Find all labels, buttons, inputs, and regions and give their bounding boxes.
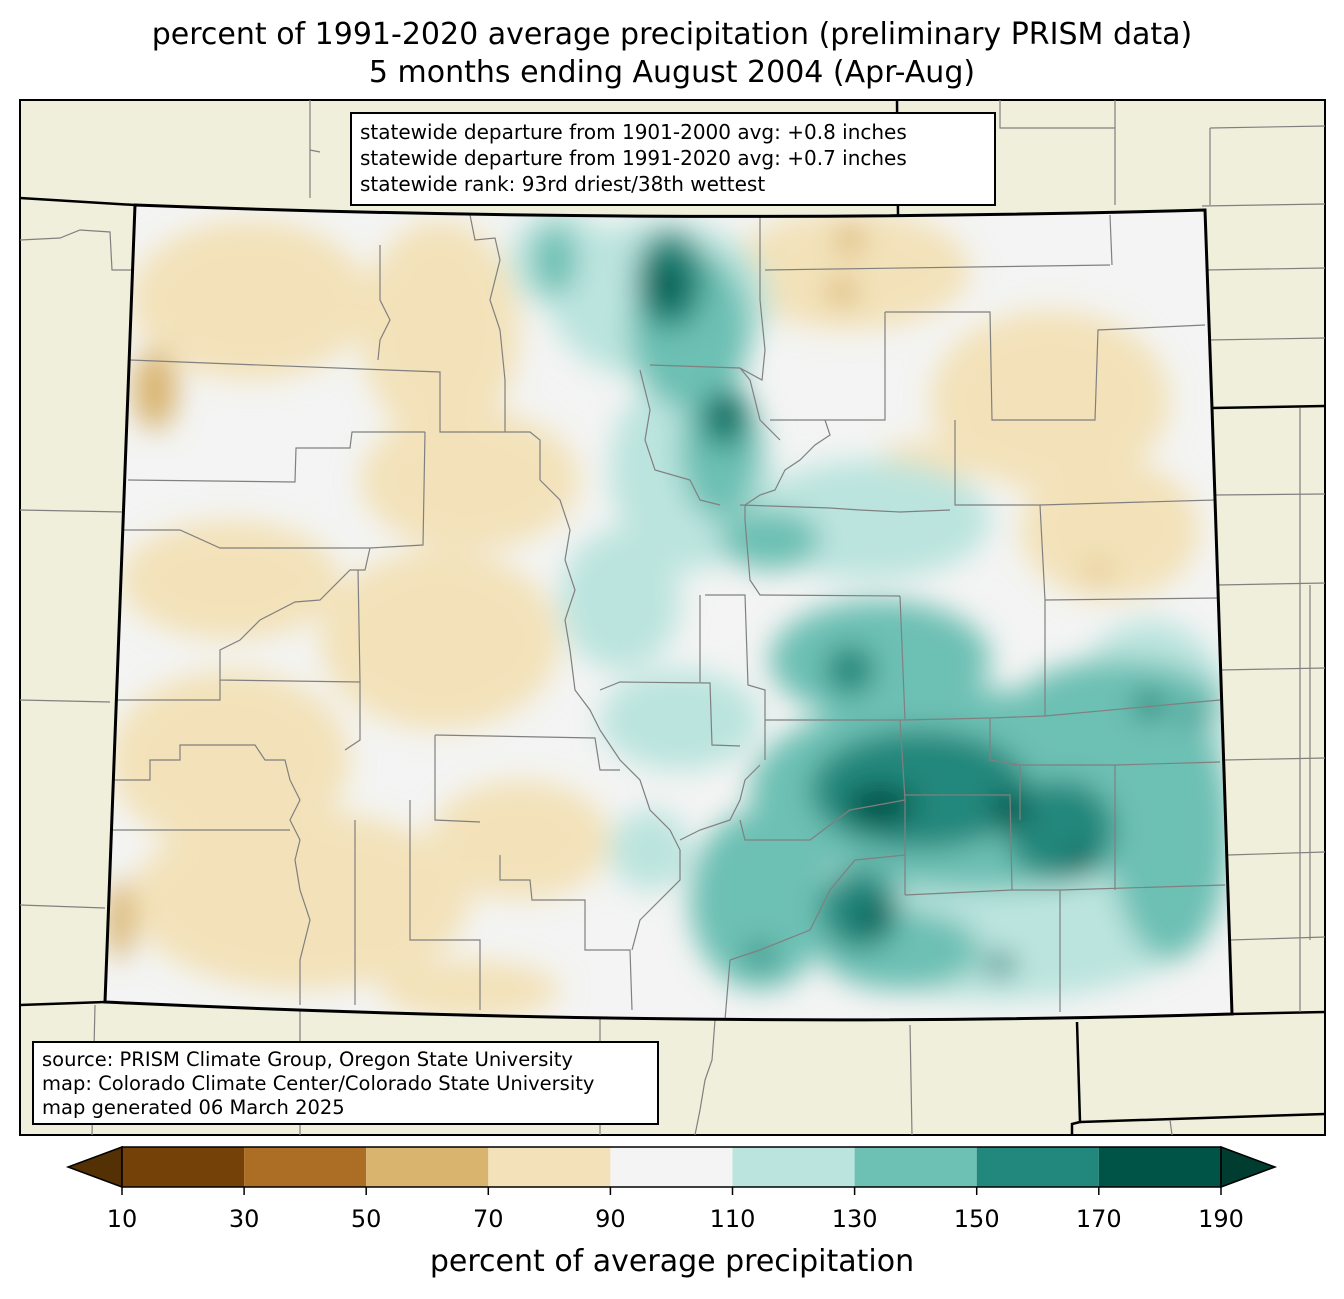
source-box: source: PRISM Climate Group, Oregon Stat… — [32, 1041, 659, 1125]
colorbar-bin — [488, 1147, 611, 1187]
colorbar-bin — [610, 1147, 733, 1187]
colorbar-tick-label: 10 — [106, 1205, 138, 1233]
colorbar-tick-label: 130 — [831, 1205, 878, 1233]
statewide-stats-box: statewide departure from 1901-2000 avg: … — [350, 112, 996, 206]
stats-line: statewide departure from 1901-2000 avg: … — [360, 120, 907, 144]
colorbar-bin — [1098, 1147, 1221, 1187]
source-line: map generated 06 March 2025 — [42, 1096, 345, 1119]
colorbar-bin — [244, 1147, 367, 1187]
colorbar-tick-label: 90 — [595, 1205, 626, 1233]
colorbar-tick-label: 190 — [1198, 1205, 1244, 1233]
colorbar-label: percent of average precipitation — [429, 1244, 915, 1279]
colorbar-bin — [854, 1147, 977, 1187]
colorbar-extend-low — [65, 1145, 123, 1189]
precipitation-field — [105, 205, 1232, 1020]
stats-line: statewide rank: 93rd driest/38th wettest — [360, 172, 766, 196]
colorbar-tick-label: 150 — [953, 1205, 1000, 1233]
county-lines — [108, 205, 1226, 1020]
map-subtitle: 5 months ending August 2004 (Apr-Aug) — [368, 55, 976, 90]
map-title: percent of 1991-2020 average precipitati… — [151, 17, 1193, 52]
neighbor-state-borders — [20, 100, 1325, 1135]
colorbar-extend-high — [1220, 1145, 1278, 1189]
colorbar-tick-label: 30 — [228, 1205, 260, 1233]
colorado-border — [103, 203, 1234, 1022]
colorbar-tick-label: 70 — [473, 1205, 504, 1233]
colorbar-bin — [732, 1147, 855, 1187]
stats-line: statewide departure from 1991-2020 avg: … — [360, 146, 907, 170]
source-line: map: Colorado Climate Center/Colorado St… — [42, 1072, 595, 1095]
colorbar-tick-label: 110 — [709, 1205, 756, 1233]
colorbar-bin — [366, 1147, 489, 1187]
colorbar-tick-label: 50 — [350, 1205, 382, 1233]
colorbar-tick-label: 170 — [1075, 1205, 1122, 1233]
colorbar-bin — [122, 1147, 245, 1187]
colorbar — [65, 1145, 1278, 1195]
colorbar-bin — [976, 1147, 1099, 1187]
source-line: source: PRISM Climate Group, Oregon Stat… — [42, 1048, 573, 1071]
